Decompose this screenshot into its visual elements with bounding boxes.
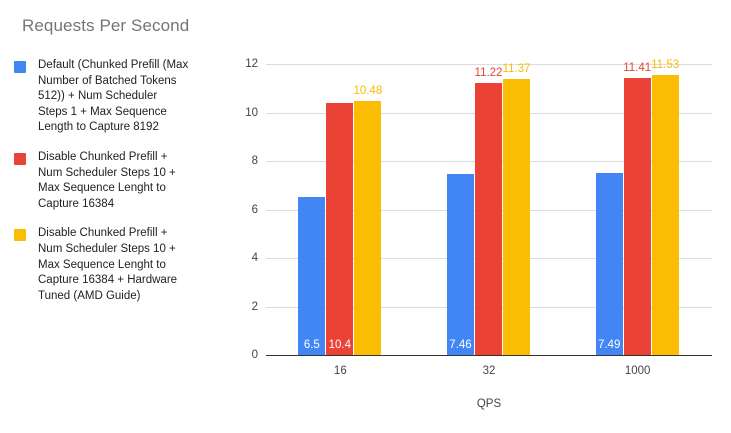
plot-area: 0 2 4 6 8 10 12 6.5 10.4 10.48 16 7.46 11.22 11.37 32 7… xyxy=(245,58,712,377)
legend-swatch-icon xyxy=(14,61,26,73)
bar-value-label: 6.5 xyxy=(303,339,320,351)
legend-swatch-icon xyxy=(14,152,26,165)
legend-item-label: Disable Chunked Prefill + Num Scheduler … xyxy=(38,227,178,302)
bar-value-label: 10.4 xyxy=(328,339,352,351)
bar-value-label: 7.49 xyxy=(597,339,621,351)
bar-value-label: 10.48 xyxy=(353,84,383,97)
gridline xyxy=(266,64,712,65)
bar[interactable]: 11.41 xyxy=(623,62,651,355)
legend-item[interactable]: Disable Chunked Prefill + Num Scheduler … xyxy=(14,226,224,304)
legend-item-label: Disable Chunked Prefill + Num Scheduler … xyxy=(38,150,176,210)
bar[interactable]: 7.46 xyxy=(447,174,474,355)
bar-value-label: 11.53 xyxy=(651,59,680,72)
y-axis-tick-label: 0 xyxy=(251,349,258,361)
bar[interactable]: 7.49 xyxy=(595,173,623,355)
y-axis-tick-label: 12 xyxy=(245,58,258,70)
y-axis-tick-label: 6 xyxy=(251,203,258,216)
legend-swatch-icon xyxy=(14,229,26,242)
bar[interactable]: 11.37 xyxy=(503,63,530,355)
legend-item[interactable]: Disable Chunked Prefill + Num Scheduler … xyxy=(14,150,224,212)
bar-value-label: 11.37 xyxy=(502,63,531,76)
y-axis-tick-label: 8 xyxy=(251,155,258,167)
chart-legend: Default (Chunked Prefill (Max Number of … xyxy=(14,58,224,318)
bar-value-label: 7.46 xyxy=(449,339,472,351)
y-axis-tick-label: 2 xyxy=(251,300,258,313)
bar[interactable]: 11.53 xyxy=(651,59,679,355)
legend-item-label: Default (Chunked Prefill (Max Number of … xyxy=(38,59,189,134)
legend-item[interactable]: Default (Chunked Prefill (Max Number of … xyxy=(14,58,224,136)
x-axis-tick-label: 32 xyxy=(482,365,496,377)
x-axis-line xyxy=(266,355,712,356)
y-axis-tick-label: 4 xyxy=(251,252,258,264)
bar[interactable]: 10.48 xyxy=(353,85,382,355)
bar[interactable]: 11.22 xyxy=(475,67,502,355)
bar[interactable]: 6.5 xyxy=(298,197,326,355)
x-axis-tick-label: 1000 xyxy=(624,365,651,377)
bar[interactable]: 10.4 xyxy=(326,102,354,355)
chart-title: Requests Per Second xyxy=(22,16,190,35)
x-axis-tick-label: 16 xyxy=(333,365,347,377)
bar-value-label: 11.22 xyxy=(474,66,503,79)
bar-value-label: 11.41 xyxy=(623,62,652,75)
y-axis-tick-label: 10 xyxy=(245,106,258,119)
x-axis-label: QPS xyxy=(476,398,502,410)
